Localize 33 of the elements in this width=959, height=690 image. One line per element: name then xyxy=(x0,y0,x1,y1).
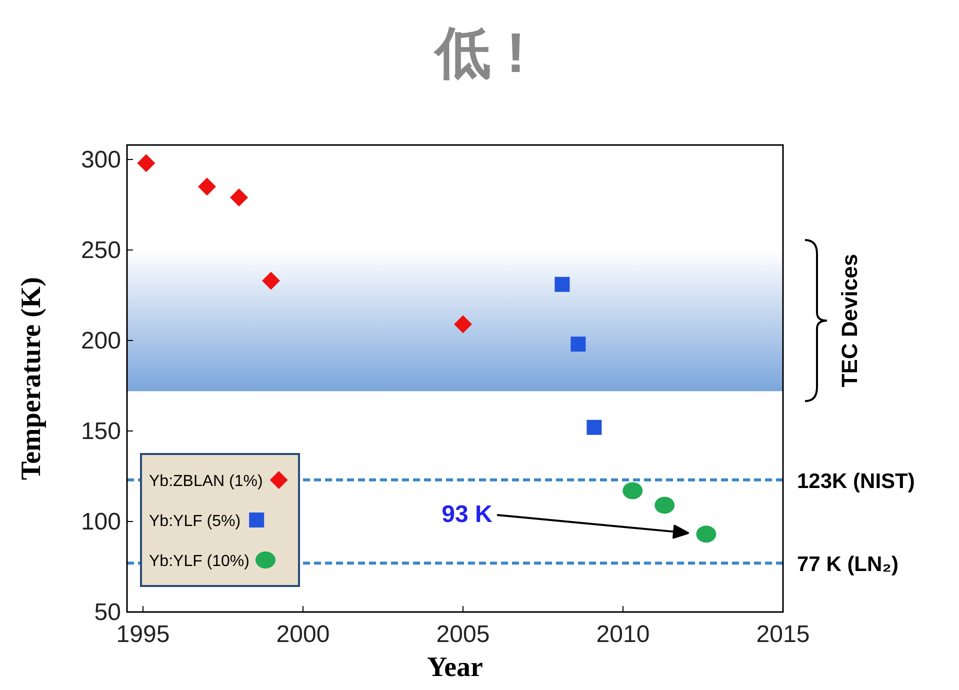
point xyxy=(654,496,675,514)
y-tick-label: 100 xyxy=(80,508,121,536)
point xyxy=(230,188,248,206)
point xyxy=(137,154,156,172)
legend-label: Yb:YLF (10%) xyxy=(149,553,250,570)
x-tick-label: 2010 xyxy=(596,621,650,648)
x-axis-title: Year xyxy=(427,652,483,683)
y-tick-label: 150 xyxy=(80,418,121,445)
point xyxy=(570,336,586,352)
y-tick-label: 250 xyxy=(80,236,121,264)
point xyxy=(622,482,643,500)
y-tick-label: 300 xyxy=(80,146,121,174)
annotation: 93 K xyxy=(442,501,494,528)
point xyxy=(554,276,570,292)
legend-item: Yb:ZBLAN (1%) xyxy=(149,471,288,490)
point xyxy=(586,420,602,435)
legend-item: Yb:YLF (10%) xyxy=(149,552,276,570)
ref-line-label: 123K (NIST) xyxy=(797,470,915,493)
legend-label: Yb:ZBLAN (1%) xyxy=(149,473,263,490)
band-label: TEC Devices xyxy=(837,254,862,388)
y-axis-title: Temperature (K) xyxy=(16,277,47,480)
x-tick-label: 2005 xyxy=(436,621,490,648)
point xyxy=(262,272,280,290)
x-tick-label: 2015 xyxy=(756,621,810,648)
legend-item: Yb:YLF (5%) xyxy=(149,512,264,530)
chart-title: 低 ! xyxy=(432,21,526,84)
x-tick-label: 2000 xyxy=(276,621,330,648)
ref-line-label: 77 K (LN₂) xyxy=(797,553,899,576)
y-tick-label: 200 xyxy=(80,327,121,354)
legend-label: Yb:YLF (5%) xyxy=(149,513,241,530)
point xyxy=(198,178,216,196)
point xyxy=(696,526,716,543)
point xyxy=(454,315,472,334)
